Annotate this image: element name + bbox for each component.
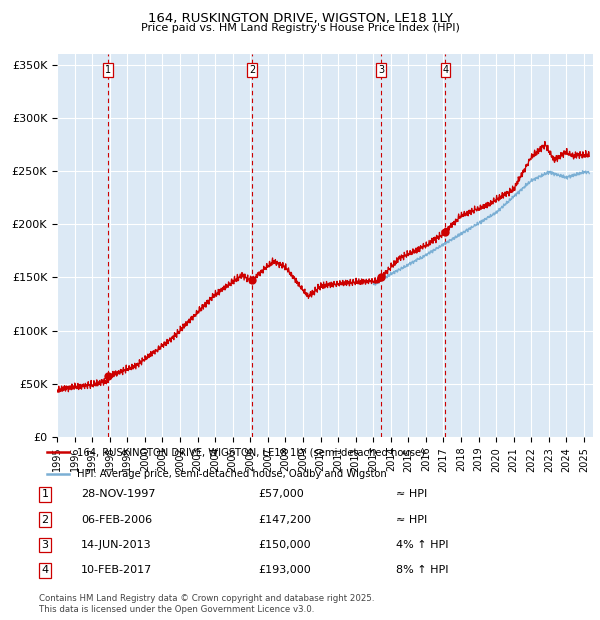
Text: HPI: Average price, semi-detached house, Oadby and Wigston: HPI: Average price, semi-detached house,…: [77, 469, 386, 479]
Text: ≈ HPI: ≈ HPI: [396, 489, 427, 499]
Text: 3: 3: [41, 540, 49, 550]
Text: 4: 4: [442, 65, 448, 75]
Text: £150,000: £150,000: [258, 540, 311, 550]
Text: 06-FEB-2006: 06-FEB-2006: [81, 515, 152, 525]
Text: 2: 2: [41, 515, 49, 525]
Text: Price paid vs. HM Land Registry's House Price Index (HPI): Price paid vs. HM Land Registry's House …: [140, 23, 460, 33]
Text: £147,200: £147,200: [258, 515, 311, 525]
Text: £57,000: £57,000: [258, 489, 304, 499]
Text: 4: 4: [41, 565, 49, 575]
Text: 4% ↑ HPI: 4% ↑ HPI: [396, 540, 449, 550]
Text: £193,000: £193,000: [258, 565, 311, 575]
Text: 164, RUSKINGTON DRIVE, WIGSTON, LE18 1LY (semi-detached house): 164, RUSKINGTON DRIVE, WIGSTON, LE18 1LY…: [77, 447, 425, 458]
Text: 28-NOV-1997: 28-NOV-1997: [81, 489, 155, 499]
Text: ≈ HPI: ≈ HPI: [396, 515, 427, 525]
Text: 14-JUN-2013: 14-JUN-2013: [81, 540, 152, 550]
Text: 164, RUSKINGTON DRIVE, WIGSTON, LE18 1LY: 164, RUSKINGTON DRIVE, WIGSTON, LE18 1LY: [148, 12, 452, 25]
Text: 1: 1: [105, 65, 111, 75]
Text: 2: 2: [249, 65, 255, 75]
Text: Contains HM Land Registry data © Crown copyright and database right 2025.
This d: Contains HM Land Registry data © Crown c…: [39, 595, 374, 614]
Text: 1: 1: [41, 489, 49, 499]
Text: 10-FEB-2017: 10-FEB-2017: [81, 565, 152, 575]
Text: 3: 3: [378, 65, 384, 75]
Text: 8% ↑ HPI: 8% ↑ HPI: [396, 565, 449, 575]
